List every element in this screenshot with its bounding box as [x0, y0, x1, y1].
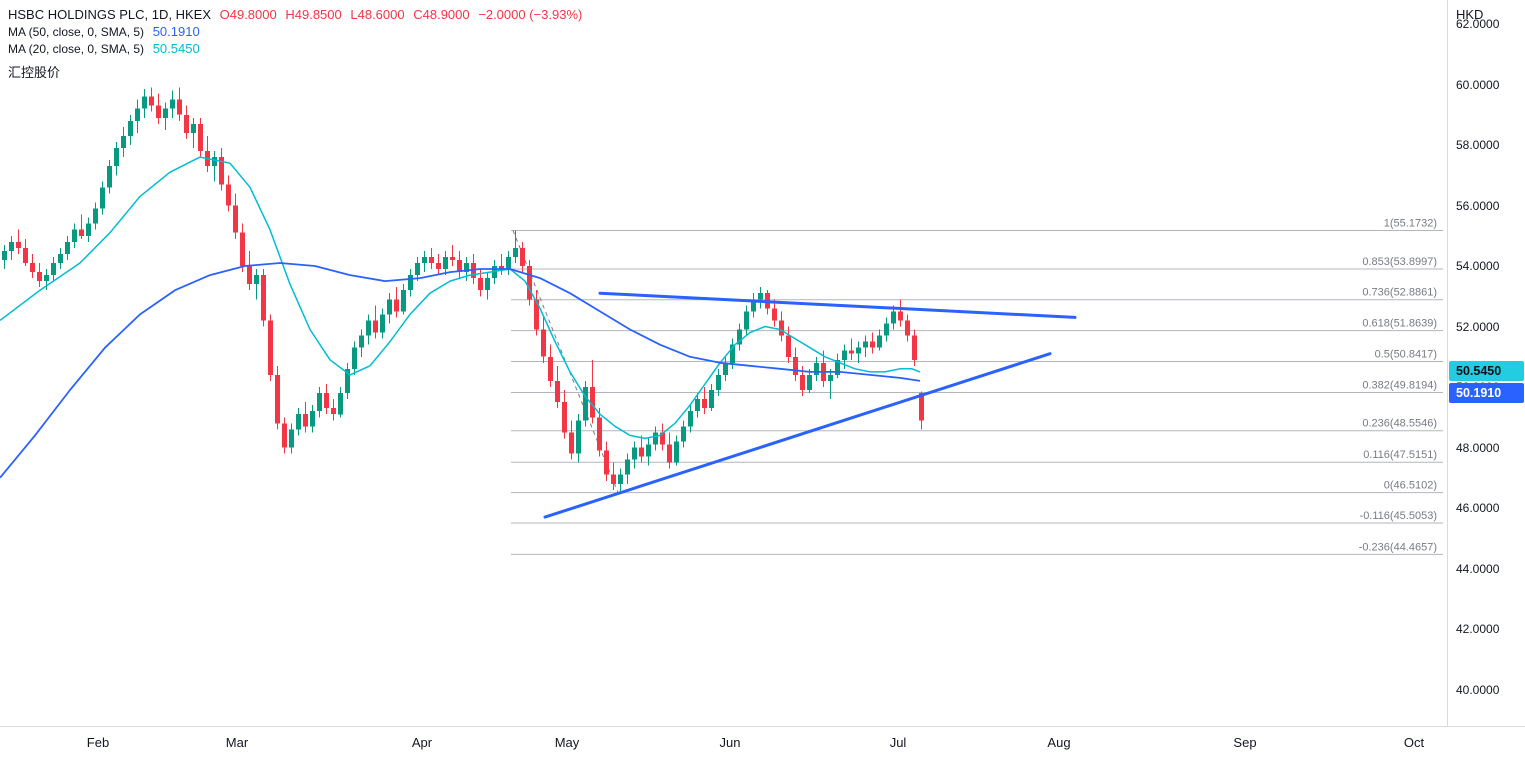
price-axis-label: 48.0000 — [1456, 440, 1500, 455]
fib-level-label: 0(46.5102) — [1384, 480, 1437, 492]
ma50-price-tag: 50.1910 — [1449, 383, 1524, 403]
chart-annotation-text: 汇控股价 — [8, 65, 61, 80]
price-axis-label: 44.0000 — [1456, 561, 1500, 576]
legend: HSBC HOLDINGS PLC, 1D, HKEX O49.8000 H49… — [8, 6, 582, 81]
fib-level-label: -0.236(44.4657) — [1359, 541, 1437, 553]
symbol-title: HSBC HOLDINGS PLC, 1D, HKEX — [8, 7, 211, 22]
time-axis-label-sep: Sep — [1233, 735, 1257, 750]
price-axis[interactable]: HKD 62.0000 60.0000 58.0000 56.0000 54.0000 5… — [1447, 0, 1525, 726]
time-axis-label-apr: Apr — [411, 735, 433, 750]
ma50-line[interactable] — [0, 262, 921, 479]
change-value: −2.0000 (−3.93%) — [478, 7, 583, 22]
currency-label: HKD — [1456, 7, 1484, 22]
price-axis-label: 60.0000 — [1456, 77, 1500, 92]
time-axis-label-may: May — [554, 735, 580, 750]
fib-level-label: 0.618(51.8639) — [1362, 318, 1437, 330]
fib-level-label: 0.853(53.8997) — [1362, 256, 1437, 268]
ma50-value: 50.1910 — [152, 24, 200, 39]
price-axis-label: 56.0000 — [1456, 198, 1500, 213]
ma50-legend-row[interactable]: MA (50, close, 0, SMA, 5) 50.1910 — [8, 23, 582, 40]
time-axis-label-jun: Jun — [719, 735, 741, 750]
fib-level-label: -0.116(45.5053) — [1360, 510, 1437, 522]
fib-level-label: 0.5(50.8417) — [1375, 349, 1437, 361]
price-axis-label: 40.0000 — [1456, 682, 1500, 697]
ma20-price-tag: 50.5450 — [1449, 361, 1524, 381]
time-axis[interactable]: Feb Mar Apr May Jun Jul Aug Sep Oct — [0, 726, 1525, 757]
trend-line-descending-resistance[interactable] — [598, 291, 1077, 319]
ohlc-close: C48.9000 — [413, 7, 470, 22]
ohlc-high: H49.8500 — [285, 7, 342, 22]
fib-level-label: 0.116(47.5151) — [1363, 449, 1437, 461]
fib-level-label: 0.236(48.5546) — [1362, 418, 1437, 430]
ma20-label: MA (20, close, 0, SMA, 5) — [8, 42, 145, 56]
ma50-label: MA (50, close, 0, SMA, 5) — [8, 25, 145, 39]
fib-retracement[interactable]: 1(55.1732) 0.853(53.8997) 0.736(52.8861) 0.… — [511, 218, 1443, 555]
symbol-legend-row[interactable]: HSBC HOLDINGS PLC, 1D, HKEX O49.8000 H49… — [8, 6, 582, 23]
time-axis-label-oct: Oct — [1403, 735, 1425, 750]
fib-level-label: 0.736(52.8861) — [1362, 287, 1437, 299]
price-chart-svg[interactable]: 1(55.1732) 0.853(53.8997) 0.736(52.8861) 0.… — [0, 0, 1447, 726]
chart-pane[interactable]: 1(55.1732) 0.853(53.8997) 0.736(52.8861) 0.… — [0, 0, 1447, 726]
ma20-legend-row[interactable]: MA (20, close, 0, SMA, 5) 50.5450 — [8, 40, 582, 57]
price-axis-label: 58.0000 — [1456, 138, 1500, 152]
price-axis-label: 52.0000 — [1456, 319, 1500, 334]
ohlc-open: O49.8000 — [219, 7, 277, 22]
price-axis-label: 62.0000 — [1456, 17, 1500, 31]
time-axis-label-aug: Aug — [1047, 735, 1071, 750]
time-axis-label-mar: Mar — [225, 735, 249, 750]
ohlc-low: L48.6000 — [350, 7, 405, 22]
price-axis-label: 54.0000 — [1456, 259, 1500, 273]
candles[interactable] — [2, 87, 924, 493]
trend-line-ascending-support[interactable] — [543, 352, 1052, 519]
fib-level-label: 0.382(49.8194) — [1362, 380, 1437, 392]
time-axis-label-jul: Jul — [889, 735, 907, 750]
time-axis-label-feb: Feb — [86, 735, 110, 750]
ma20-line[interactable] — [0, 156, 921, 440]
fib-level-label: 1(55.1732) — [1384, 218, 1437, 230]
ma20-value: 50.5450 — [152, 41, 200, 56]
price-axis-label: 42.0000 — [1456, 622, 1500, 636]
price-axis-label: 46.0000 — [1456, 501, 1500, 515]
